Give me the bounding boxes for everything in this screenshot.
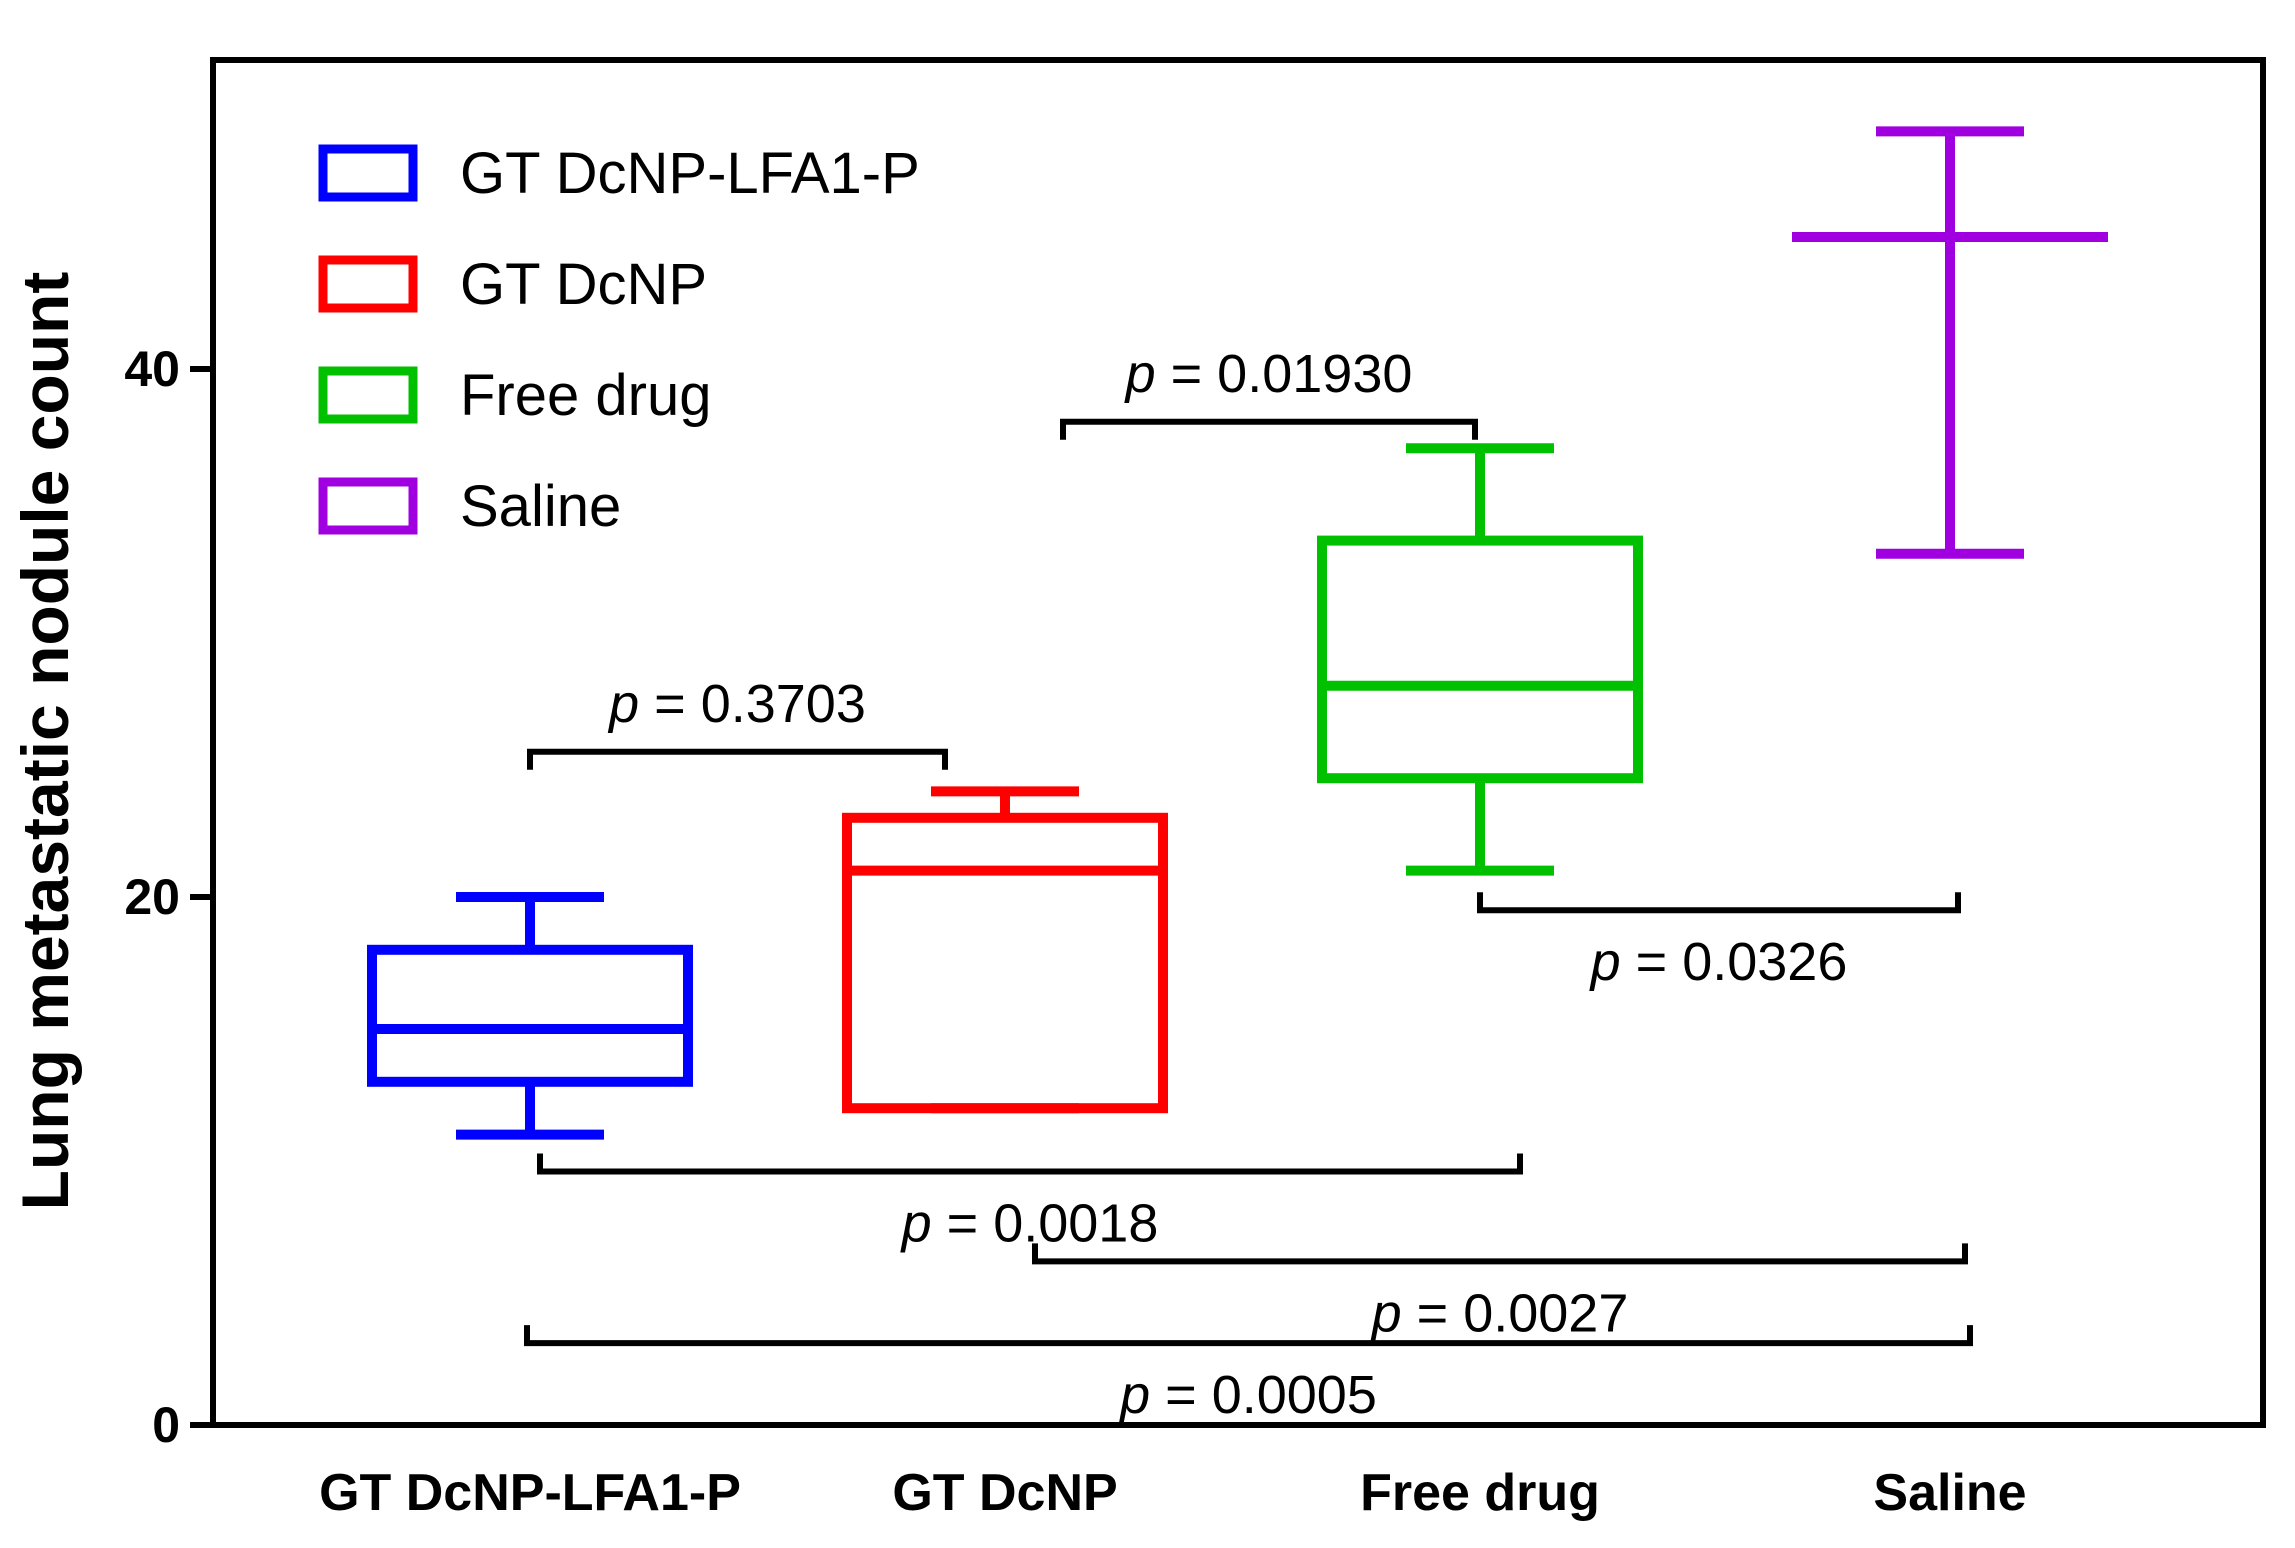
bracket xyxy=(524,1325,1973,1347)
p-symbol: p xyxy=(1370,1283,1402,1343)
comparison-3: p = 0.0018 xyxy=(537,1153,1523,1254)
p-value-label: p = 0.0005 xyxy=(1118,1365,1377,1425)
legend-item-2: Free drug xyxy=(318,363,711,428)
bracket xyxy=(1477,892,1961,914)
legend-item-3: Saline xyxy=(318,474,621,539)
comparison-0: p = 0.3703 xyxy=(527,674,948,770)
p-symbol: p xyxy=(1589,932,1621,992)
legend-swatch xyxy=(318,477,418,535)
box-iqr xyxy=(1317,535,1643,784)
p-symbol: p xyxy=(900,1194,932,1254)
legend-swatch xyxy=(318,255,418,313)
x-category-label-3: Saline xyxy=(1873,1464,2026,1522)
box-free-drug xyxy=(1317,443,1643,876)
x-category-label-1: GT DcNP xyxy=(892,1464,1117,1522)
legend-label: Free drug xyxy=(460,363,711,428)
bracket xyxy=(527,748,948,770)
legend: GT DcNP-LFA1-P GT DcNP Free drug Saline xyxy=(318,141,920,539)
box-iqr xyxy=(842,812,1168,1114)
p-value-label: p = 0.0326 xyxy=(1589,932,1848,992)
comparison-2: p = 0.0326 xyxy=(1477,892,1961,992)
box-gt-dcnp xyxy=(842,786,1168,1114)
box-series xyxy=(367,126,2108,1140)
x-category-label-0: GT DcNP-LFA1-P xyxy=(319,1464,741,1522)
legend-swatch xyxy=(318,144,418,202)
y-tick-label-1: 20 xyxy=(124,869,180,925)
p-value: = 0.0005 xyxy=(1150,1365,1377,1425)
p-value: = 0.0027 xyxy=(1402,1283,1629,1343)
legend-label: Saline xyxy=(460,474,621,539)
box-saline xyxy=(1792,126,2108,559)
y-axis-label: Lung metastatic nodule count xyxy=(8,272,82,1211)
box-iqr xyxy=(367,944,693,1087)
plot-frame xyxy=(210,57,2266,1428)
p-value: = 0.3703 xyxy=(639,674,866,734)
legend-item-1: GT DcNP xyxy=(318,252,707,317)
x-category-label-2: Free drug xyxy=(1360,1464,1600,1522)
legend-label: GT DcNP-LFA1-P xyxy=(460,141,920,206)
p-value-label: p = 0.0027 xyxy=(1370,1283,1629,1343)
y-tick-label-0: 0 xyxy=(152,1397,180,1453)
legend-item-0: GT DcNP-LFA1-P xyxy=(318,141,920,206)
box-gt-dcnp-lfa1-p xyxy=(367,892,693,1140)
comparison-5: p = 0.0005 xyxy=(524,1325,1973,1425)
bracket xyxy=(537,1153,1523,1175)
p-symbol: p xyxy=(1124,344,1156,404)
y-axis: 0 20 40 xyxy=(124,341,213,1453)
comparison-1: p = 0.01930 xyxy=(1060,344,1478,440)
p-value: = 0.0018 xyxy=(932,1194,1159,1254)
y-tick-label-2: 40 xyxy=(124,341,180,397)
bracket xyxy=(1032,1243,1968,1265)
comparison-4: p = 0.0027 xyxy=(1032,1243,1968,1343)
p-symbol: p xyxy=(607,674,639,734)
p-value: = 0.01930 xyxy=(1156,344,1413,404)
p-value: = 0.0326 xyxy=(1621,932,1848,992)
x-axis-category-labels: GT DcNP-LFA1-P GT DcNP Free drug Saline xyxy=(319,1464,2027,1522)
legend-label: GT DcNP xyxy=(460,252,707,317)
legend-swatch xyxy=(318,366,418,424)
p-symbol: p xyxy=(1118,1365,1150,1425)
p-value-label: p = 0.3703 xyxy=(607,674,866,734)
p-value-label: p = 0.0018 xyxy=(900,1194,1159,1254)
bracket xyxy=(1060,418,1478,440)
p-value-label: p = 0.01930 xyxy=(1124,344,1413,404)
